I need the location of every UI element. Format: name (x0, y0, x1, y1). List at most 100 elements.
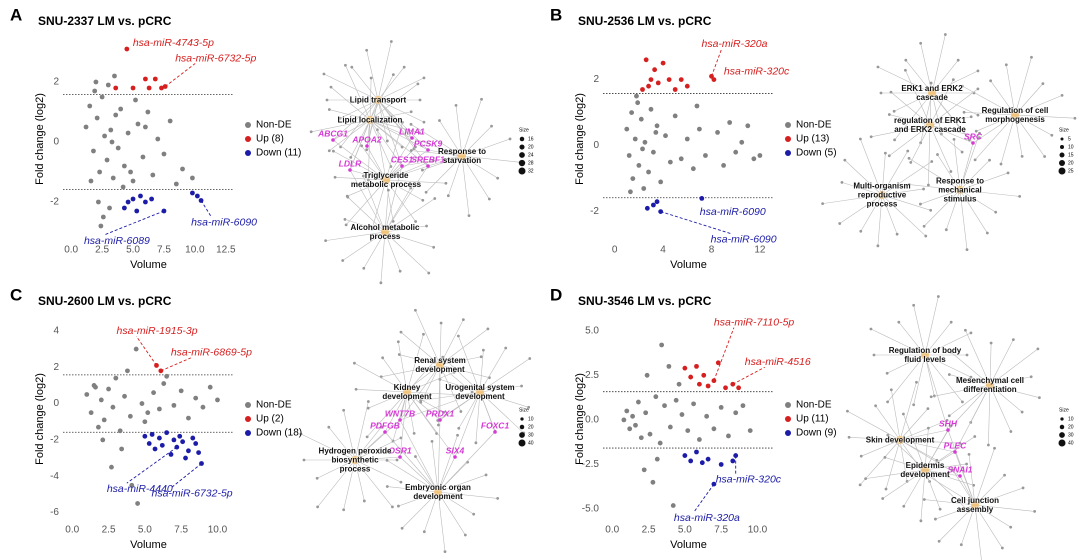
data-point (643, 410, 649, 416)
size-legend-dot (519, 144, 525, 150)
network-leaf (1029, 375, 1033, 379)
gene-edge (377, 99, 413, 139)
network-leaf (935, 458, 939, 462)
network-leaf (947, 414, 951, 418)
data-point (112, 73, 117, 79)
data-point (200, 404, 206, 410)
network-edge (877, 66, 933, 94)
gene-label: OSR1 (388, 445, 411, 455)
network-leaf (1006, 171, 1010, 175)
network-leaf (1073, 116, 1077, 120)
gene-edge (332, 139, 387, 181)
data-point (627, 426, 633, 432)
data-point (88, 178, 94, 184)
network-leaf (912, 303, 916, 307)
data-point (711, 426, 717, 432)
y-tick-label: 2.5 (585, 370, 599, 381)
network-edge (924, 332, 972, 356)
network-edge (344, 219, 386, 233)
network-edge (411, 150, 463, 157)
gene-edge (369, 119, 413, 139)
gene-node (383, 430, 387, 434)
size-legend-dot (518, 159, 526, 167)
x-tick-label: 7.5 (174, 525, 188, 536)
network-leaf (520, 384, 523, 388)
data-point (97, 169, 103, 175)
network-leaf (912, 403, 916, 407)
data-point (135, 121, 141, 127)
gene-edge (454, 391, 481, 458)
data-point (130, 178, 136, 184)
network-leaf (858, 137, 862, 141)
data-point (705, 383, 711, 389)
network-edge (400, 331, 441, 366)
network-edge (935, 504, 976, 520)
network-leaf (1060, 93, 1064, 97)
data-point (125, 199, 131, 205)
term-node (921, 466, 929, 474)
network-leaf (436, 423, 440, 427)
network-edge (458, 391, 481, 429)
gene-node (398, 418, 402, 422)
data-point (672, 113, 678, 119)
network-edge (885, 439, 901, 490)
chart-title: SNU-2536 LM vs. pCRC (578, 14, 712, 28)
network-edge (1014, 114, 1075, 119)
term-node (436, 361, 444, 369)
data-point (164, 373, 170, 379)
network-edge (479, 350, 484, 393)
network-edge (369, 119, 420, 133)
network-leaf (444, 181, 448, 185)
data-point (186, 415, 191, 421)
size-legend-dot (1058, 439, 1066, 447)
label-pointer (103, 210, 165, 236)
network-leaf (366, 406, 370, 410)
network-leaf (929, 395, 933, 399)
network-leaf (433, 197, 437, 200)
network-leaf (907, 156, 911, 160)
network-edge (1014, 114, 1045, 157)
label-pointer (200, 200, 212, 217)
network-edge (354, 459, 393, 508)
network-edge (369, 111, 412, 121)
network-edge (877, 194, 883, 246)
network-edge (439, 328, 489, 366)
data-point (113, 375, 119, 381)
legend-swatch (785, 150, 791, 156)
point-label: hsa-miR-320a (674, 512, 740, 524)
network-leaf (443, 550, 447, 553)
network-edge (354, 362, 408, 393)
network-edge (369, 74, 394, 121)
data-point (641, 467, 647, 473)
legend-swatch (785, 122, 791, 128)
network-leaf (939, 132, 943, 136)
gene-label: SRC (964, 131, 983, 141)
data-point (723, 385, 728, 391)
term-label: Mesenchymal cell differentiation (955, 376, 1025, 394)
legend-label: Up (2) (256, 414, 284, 425)
network-leaf (858, 483, 862, 487)
legend-swatch (785, 402, 791, 408)
network-edge (898, 321, 926, 356)
network-leaf (973, 158, 977, 162)
size-legend-dot (1059, 432, 1065, 438)
network-leaf (472, 512, 476, 516)
data-point (684, 83, 690, 89)
gene-edge (899, 429, 949, 441)
x-tick-label: 0.0 (65, 525, 79, 536)
data-point (654, 456, 660, 462)
point-label: hsa-miR-6089 (84, 235, 150, 247)
network-edge (439, 379, 481, 393)
network-edge (377, 66, 405, 101)
legend-label: Non-DE (256, 120, 292, 131)
network-leaf (454, 103, 458, 107)
network-leaf (467, 214, 471, 217)
network-edge (990, 80, 1016, 116)
network-leaf (333, 175, 337, 179)
data-point (99, 94, 105, 100)
data-point (180, 166, 185, 172)
data-point (647, 431, 653, 437)
data-point (127, 413, 133, 419)
network-edge (333, 150, 387, 181)
network-leaf (999, 162, 1003, 166)
